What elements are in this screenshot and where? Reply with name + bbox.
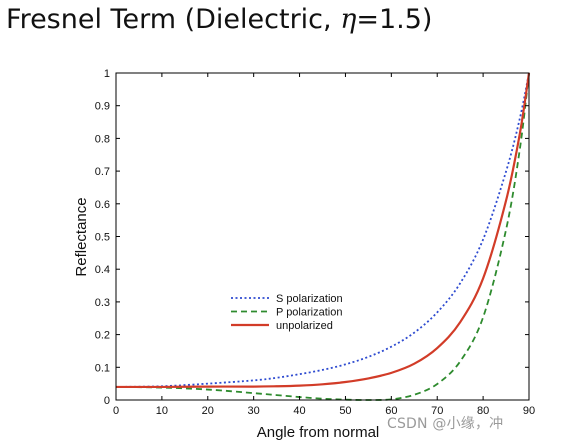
series-line-unpolarized — [115, 72, 531, 389]
x-tick-label: 10 — [156, 405, 168, 417]
legend-label-s-polarization: S polarization — [276, 293, 343, 305]
slide-title: Fresnel Term (Dielectric, η=1.5) — [6, 4, 432, 35]
plot-background — [116, 73, 529, 400]
series-lines — [115, 72, 531, 401]
series-line-s-polarization — [115, 72, 530, 388]
title-prefix: Fresnel Term (Dielectric, — [6, 4, 341, 35]
y-tick-label: 0.6 — [95, 199, 110, 211]
eta-symbol: η — [340, 4, 357, 35]
series-line-p-polarization — [115, 72, 530, 401]
x-tick-label: 40 — [293, 405, 305, 417]
y-tick-label: 0.9 — [95, 101, 110, 113]
legend-label-unpolarized: unpolarized — [276, 320, 333, 332]
x-tick-label: 90 — [523, 405, 535, 417]
y-axis-label: Reflectance — [73, 197, 90, 276]
y-tick-label: 0 — [104, 395, 110, 407]
x-tick-label: 50 — [339, 405, 351, 417]
y-tick-label: 0.3 — [95, 297, 110, 309]
legend-label-p-polarization: P polarization — [276, 307, 342, 319]
y-tick-label: 0.1 — [95, 362, 110, 374]
y-tick-label: 0.5 — [95, 232, 110, 244]
axes: 0 10 20 30 40 50 60 70 80 90 0 0.1 0.2 0.3 0.4 0.5 0.6 0.… — [95, 68, 535, 417]
y-tick-label: 0.4 — [95, 264, 110, 276]
x-tick-label: 30 — [248, 405, 260, 417]
x-tick-label: 20 — [202, 405, 214, 417]
title-suffix: =1.5) — [356, 4, 433, 35]
watermark: CSDN @小缘，冲 — [387, 416, 504, 432]
x-axis-label: Angle from normal — [257, 424, 380, 441]
plot-area — [116, 73, 529, 400]
x-tick-label: 80 — [477, 405, 489, 417]
x-tick-label: 60 — [385, 405, 397, 417]
y-tick-label: 0.7 — [95, 166, 110, 178]
x-tick-label: 0 — [113, 405, 119, 417]
y-tick-label: 0.8 — [95, 133, 110, 145]
y-tick-label: 0.2 — [95, 330, 110, 342]
x-tick-label: 70 — [431, 405, 443, 417]
y-tick-label: 1 — [104, 68, 110, 80]
